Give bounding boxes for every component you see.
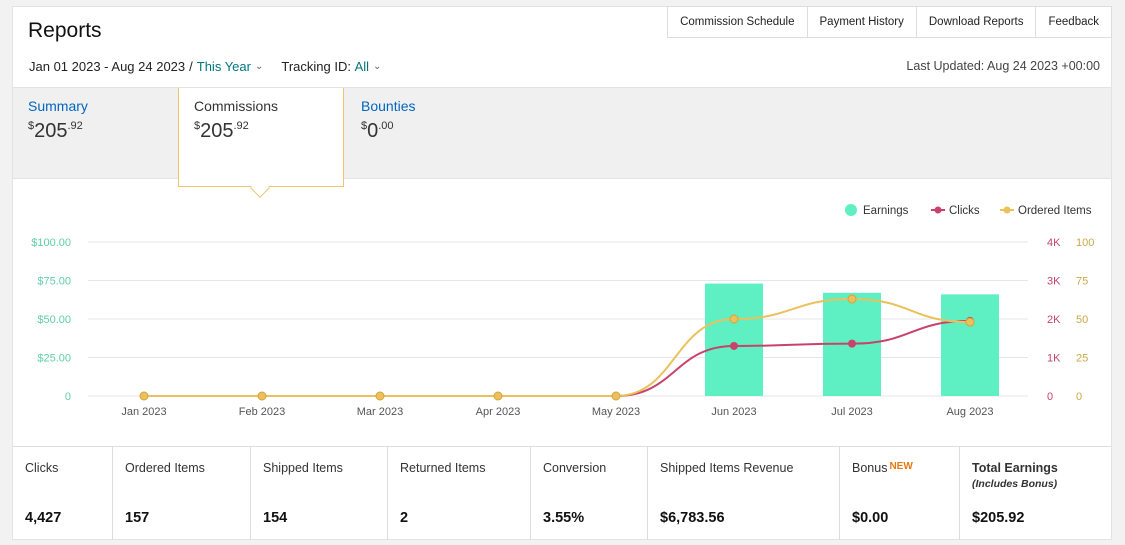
summary-tabs: Summary $205.92 Commissions $205.92 Boun… [13, 87, 1111, 198]
stat-label: Bonus NEW [852, 461, 913, 475]
ordered-items-point [257, 391, 267, 401]
left-axis-tick: $50.00 [37, 314, 71, 326]
last-updated-text: Last Updated: Aug 24 2023 +00:00 [906, 59, 1100, 73]
tab-label: Commissions [194, 98, 279, 114]
tab-label: Bounties [361, 98, 416, 114]
tab-commissions[interactable]: Commissions $205.92 [178, 88, 344, 198]
legend-earnings-label: Earnings [863, 205, 909, 217]
earnings-chart: $100.00 4K 100 $75.00 3K 75 $50.00 2K 50 $25.00 1K… [13, 181, 1111, 446]
right-axis-items-tick: 0 [1076, 391, 1082, 403]
tracking-id-dropdown[interactable]: All [354, 59, 370, 74]
legend-ordered-swatch [1003, 206, 1011, 214]
reports-page: Reports Commission Schedule Payment Hist… [12, 6, 1112, 540]
stat-ordered-items: Ordered Items 157 [113, 447, 251, 540]
left-axis-tick: 0 [65, 391, 71, 403]
stat-label: Total Earnings [972, 461, 1058, 475]
stat-value: 4,427 [25, 510, 62, 526]
tab-bounties[interactable]: Bounties $0.00 [346, 88, 511, 180]
period-dropdown[interactable]: This Year [196, 59, 251, 74]
report-filters: Jan 01 2023 - Aug 24 2023 / This Year ⌄ … [29, 59, 399, 74]
stat-shipped-items: Shipped Items 154 [251, 447, 388, 540]
x-axis-tick: May 2023 [592, 406, 640, 418]
chevron-down-icon[interactable]: ⌄ [373, 61, 382, 72]
right-axis-items-tick: 50 [1076, 314, 1088, 326]
right-axis-items-tick: 100 [1076, 237, 1094, 249]
stat-label: Shipped Items [263, 461, 343, 475]
stat-shipped-revenue: Shipped Items Revenue $6,783.56 [648, 447, 840, 540]
stat-value: $0.00 [852, 510, 889, 526]
earnings-bar [705, 283, 763, 396]
tab-value: $205.92 [194, 120, 249, 142]
ordered-items-point [965, 317, 975, 327]
left-axis-tick: $100.00 [31, 237, 71, 249]
stat-label: Returned Items [400, 461, 486, 475]
download-reports-button[interactable]: Download Reports [916, 6, 1037, 38]
feedback-button[interactable]: Feedback [1036, 6, 1112, 38]
right-axis-items-tick: 25 [1076, 353, 1088, 365]
new-badge: NEW [889, 461, 913, 472]
ordered-items-point [375, 391, 385, 401]
chevron-down-icon[interactable]: ⌄ [254, 61, 264, 72]
stat-value: 154 [263, 510, 288, 526]
tab-value: $205.92 [28, 120, 83, 142]
x-axis-tick: Apr 2023 [476, 406, 521, 418]
date-separator: / [189, 59, 193, 74]
top-navigation: Commission Schedule Payment History Down… [667, 6, 1112, 38]
clicks-point [730, 341, 738, 350]
legend-earnings-swatch [845, 204, 857, 216]
stat-total-earnings: Total Earnings (Includes Bonus) $205.92 [960, 447, 1111, 540]
legend-clicks-swatch [934, 206, 942, 214]
chart-canvas: $100.00 4K 100 $75.00 3K 75 $50.00 2K 50 $25.00 1K… [31, 204, 1094, 418]
clicks-point [848, 339, 856, 348]
stat-sublabel: (Includes Bonus) [972, 478, 1058, 490]
stat-conversion: Conversion 3.55% [531, 447, 648, 540]
x-axis-tick: Jan 2023 [121, 406, 166, 418]
ordered-items-point [139, 391, 149, 401]
left-axis-tick: $25.00 [37, 353, 71, 365]
x-axis-tick: Aug 2023 [946, 406, 993, 418]
page-title: Reports [28, 19, 102, 42]
stat-value: 2 [400, 510, 409, 526]
stat-label: Clicks [25, 461, 59, 475]
ordered-items-line [144, 297, 971, 397]
right-axis-items-tick: 75 [1076, 276, 1088, 288]
payment-history-button[interactable]: Payment History [807, 6, 917, 38]
ordered-items-point [729, 314, 739, 324]
legend-clicks-label: Clicks [949, 205, 980, 217]
tab-value: $0.00 [361, 120, 394, 142]
left-axis-tick: $75.00 [37, 276, 71, 288]
ordered-items-point [847, 294, 857, 304]
right-axis-clicks-tick: 2K [1047, 314, 1061, 326]
x-axis-tick: Mar 2023 [357, 406, 403, 418]
right-axis-clicks-tick: 4K [1047, 237, 1061, 249]
commission-schedule-button[interactable]: Commission Schedule [667, 6, 808, 38]
right-axis-clicks-tick: 0 [1047, 391, 1053, 403]
stat-label: Conversion [543, 461, 607, 475]
stat-clicks: Clicks 4,427 [13, 447, 113, 540]
right-axis-clicks-tick: 3K [1047, 276, 1061, 288]
ordered-items-point [493, 391, 503, 401]
stat-value: 157 [125, 510, 150, 526]
legend-ordered-items-label: Ordered Items [1018, 205, 1092, 217]
stat-value: $6,783.56 [660, 510, 725, 526]
date-range-text: Jan 01 2023 - Aug 24 2023 [29, 59, 186, 74]
stat-bonus: Bonus NEW $0.00 [840, 447, 960, 540]
stat-label: Shipped Items Revenue [660, 461, 794, 475]
right-axis-clicks-tick: 1K [1047, 353, 1061, 365]
stat-value: $205.92 [972, 510, 1025, 526]
tab-label: Summary [28, 98, 88, 114]
ordered-items-point [611, 391, 621, 401]
stat-label: Ordered Items [125, 461, 205, 475]
x-axis-tick: Jul 2023 [831, 406, 873, 418]
stat-returned-items: Returned Items 2 [388, 447, 531, 540]
stat-value: 3.55% [543, 510, 585, 526]
earnings-bar [941, 294, 999, 396]
stats-summary: Clicks 4,427 Ordered Items 157 Shipped I… [13, 446, 1111, 540]
tab-summary[interactable]: Summary $205.92 [13, 88, 178, 180]
x-axis-tick: Jun 2023 [711, 406, 756, 418]
x-axis-tick: Feb 2023 [239, 406, 285, 418]
tracking-id-label: Tracking ID: [281, 59, 351, 74]
